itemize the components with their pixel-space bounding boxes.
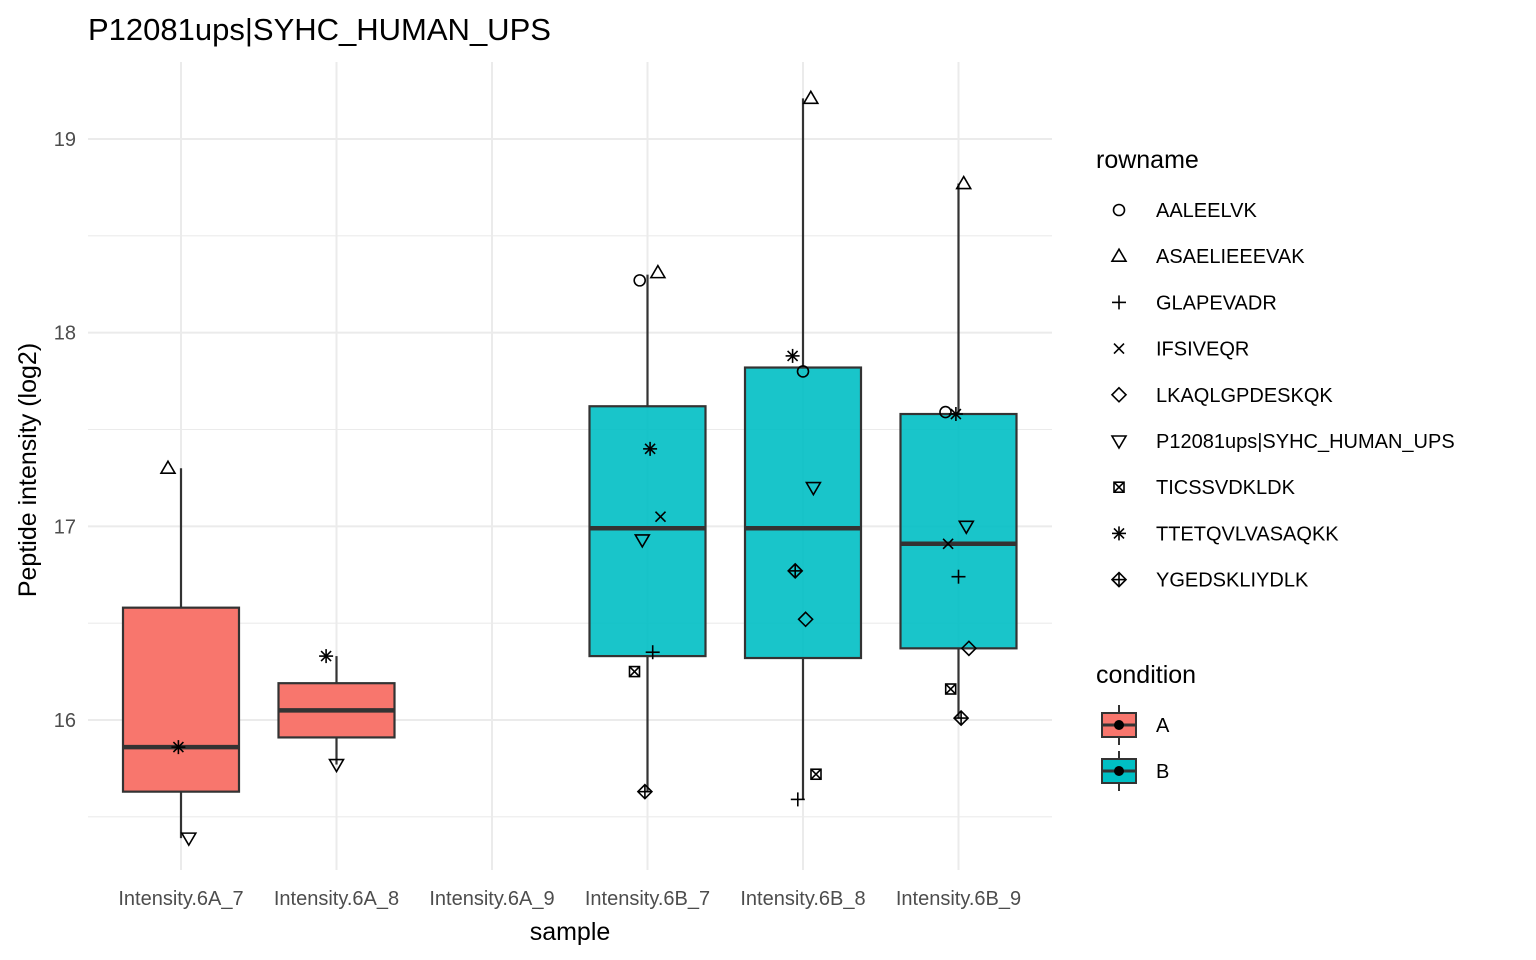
legend-rowname-item: GLAPEVADR (1112, 292, 1277, 314)
legend-rowname-item: IFSIVEQR (1113, 339, 1249, 361)
point-TTETQVLVASAQKK (948, 407, 963, 422)
x-tick-label: Intensity.6A_7 (118, 888, 243, 910)
legend-key-cross (1113, 343, 1125, 355)
box-body (588, 405, 707, 658)
legend-key-asterisk (1112, 526, 1126, 541)
legend-rowname-label: P12081ups|SYHC_HUMAN_UPS (1156, 431, 1455, 453)
y-tick-label: 18 (54, 323, 76, 345)
legend-rowname-label: TTETQVLVASAQKK (1156, 523, 1339, 545)
point-LKAQLGPDESKQK (797, 611, 814, 628)
legend-rowname-item: AALEELVK (1112, 200, 1257, 222)
point-P12081ups|SYHC_HUMAN_UPS (957, 520, 975, 535)
box-Intensity.6B_9 (899, 183, 1018, 719)
point-ASAELIEEEVAK (649, 264, 667, 279)
x-tick-label: Intensity.6B_9 (896, 888, 1021, 910)
y-tick-label: 16 (54, 710, 76, 732)
x-axis-title: sample (530, 918, 611, 946)
boxes (121, 98, 1018, 839)
point-ASAELIEEEVAK (802, 89, 820, 105)
legend-key-point (1114, 766, 1124, 776)
box-body (743, 366, 863, 660)
point-YGEDSKLIYDLK (636, 783, 654, 800)
legend-rowname-item: TICSSVDKLDK (1113, 477, 1296, 499)
point-TICSSVDKLDK (628, 665, 641, 678)
point-IFSIVEQR (942, 538, 954, 550)
point-TTETQVLVASAQKK (319, 649, 334, 664)
point-YGEDSKLIYDLK (787, 562, 804, 580)
point-TTETQVLVASAQKK (171, 740, 186, 755)
point-AALEELVK (796, 365, 810, 378)
x-tick-label: Intensity.6B_7 (585, 888, 710, 910)
point-AALEELVK (939, 405, 952, 419)
point-GLAPEVADR (645, 645, 660, 660)
legend-rowname: rowname AALEELVK ASAELIEEEVAK GLAPEVADR IFS… (1096, 146, 1455, 592)
point-P12081ups|SYHC_HUMAN_UPS (328, 758, 345, 774)
point-GLAPEVADR (951, 569, 966, 584)
y-tick-label: 19 (54, 129, 76, 151)
legend-key-plus (1112, 295, 1126, 310)
legend-key-circle-open (1112, 203, 1126, 217)
legend-rowname-item: P12081ups|SYHC_HUMAN_UPS (1110, 431, 1455, 453)
box-Intensity.6B_8 (743, 98, 863, 800)
legend-rowname-label: YGEDSKLIYDLK (1156, 570, 1309, 592)
point-LKAQLGPDESKQK (960, 640, 978, 657)
point-TICSSVDKLDK (944, 683, 957, 695)
legend-key-square-cross (1113, 481, 1125, 494)
point-TTETQVLVASAQKK (643, 441, 658, 456)
x-tick-label: Intensity.6A_8 (274, 888, 399, 910)
y-axis-title: Peptide intensity (log2) (14, 343, 42, 597)
legend-key-diamond-open (1110, 386, 1128, 403)
legend-rowname-label: IFSIVEQR (1156, 339, 1249, 361)
point-TICSSVDKLDK (810, 768, 822, 781)
box-Intensity.6B_7 (588, 274, 707, 792)
point-P12081ups|SYHC_HUMAN_UPS (805, 481, 822, 497)
box-Intensity.6A_7 (121, 468, 241, 839)
point-P12081ups|SYHC_HUMAN_UPS (180, 832, 198, 847)
legend-rowname-label: GLAPEVADR (1156, 292, 1277, 314)
point-AALEELVK (633, 274, 647, 287)
box-body (899, 412, 1018, 650)
x-tick-labels: Intensity.6A_7 Intensity.6A_8 Intensity.6A… (118, 888, 1021, 910)
legend-condition-title: condition (1096, 661, 1196, 689)
box-body (121, 606, 241, 793)
legend-rowname-item: ASAELIEEEVAK (1110, 246, 1305, 268)
chart-title: P12081ups|SYHC_HUMAN_UPS (88, 12, 551, 47)
legend-key-triangle-down-open (1110, 435, 1128, 450)
legend-key-point (1114, 720, 1124, 730)
legend-rowname-label: TICSSVDKLDK (1156, 477, 1296, 499)
point-ASAELIEEEVAK (955, 174, 973, 190)
legend-rowname-label: ASAELIEEEVAK (1156, 246, 1305, 268)
point-TTETQVLVASAQKK (785, 348, 800, 363)
point-IFSIVEQR (654, 511, 667, 523)
legend-key-diamond-plus (1110, 571, 1128, 588)
point-ASAELIEEEVAK (159, 459, 177, 475)
legend-rowname-title: rowname (1096, 146, 1199, 174)
data-points (159, 89, 978, 847)
y-tick-label: 17 (54, 516, 76, 538)
legend-condition-label: B (1156, 761, 1169, 783)
legend-rowname-item: LKAQLGPDESKQK (1110, 385, 1333, 407)
point-P12081ups|SYHC_HUMAN_UPS (633, 534, 651, 549)
point-YGEDSKLIYDLK (952, 709, 970, 727)
y-tick-labels: 16 17 18 19 (54, 129, 76, 732)
box-Intensity.6A_8 (277, 656, 396, 765)
legend-condition-item: B (1101, 751, 1169, 791)
legend-rowname-item: TTETQVLVASAQKK (1112, 523, 1339, 545)
legend-condition: condition A B (1096, 661, 1196, 791)
legend-condition-item: A (1101, 705, 1170, 745)
x-tick-label: Intensity.6B_8 (740, 888, 865, 910)
x-tick-label: Intensity.6A_9 (429, 888, 554, 910)
point-GLAPEVADR (790, 792, 805, 807)
legend-rowname-label: LKAQLGPDESKQK (1156, 385, 1333, 407)
legend-key-triangle-up-open (1110, 247, 1128, 263)
legend-rowname-item: YGEDSKLIYDLK (1110, 570, 1309, 592)
legend-condition-label: A (1156, 715, 1170, 737)
legend-rowname-label: AALEELVK (1156, 200, 1257, 222)
